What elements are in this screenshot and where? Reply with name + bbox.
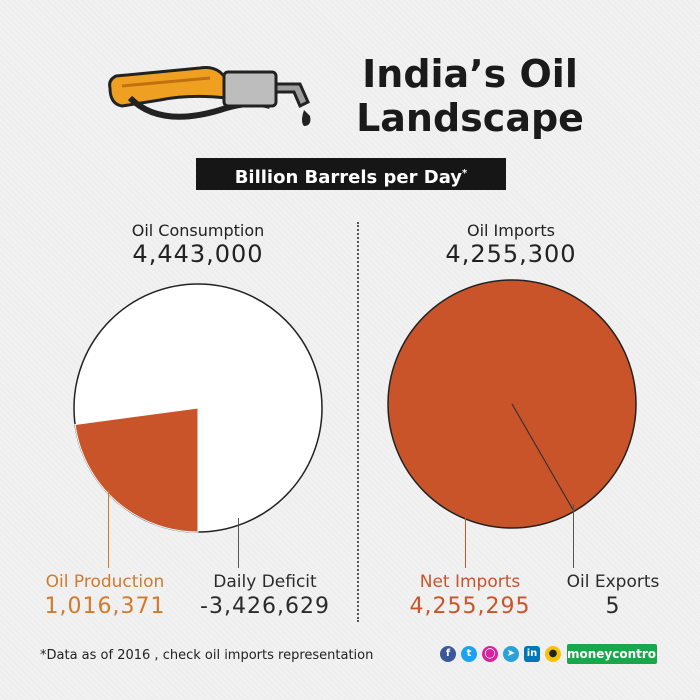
telegram-icon[interactable]: ➤ [503, 646, 519, 662]
subtitle-mark: * [462, 168, 468, 179]
exports-slice-edge [511, 403, 575, 512]
fuel-nozzle-icon [108, 66, 311, 126]
page-title: India’s Oil Landscape [330, 52, 610, 140]
moneycontrol-logo[interactable]: moneycontrol [567, 644, 660, 664]
deficit-value: -3,426,629 [200, 594, 330, 619]
title-line-1: India’s Oil [362, 52, 578, 96]
title-line-2: Landscape [356, 96, 584, 140]
linkedin-icon[interactable]: in [524, 646, 540, 662]
production-slice [74, 407, 199, 533]
subtitle: Billion Barrels per Day* [196, 158, 506, 190]
net-imports-leader-line [465, 518, 466, 568]
consumption-pie [73, 283, 323, 533]
instagram-icon[interactable]: ◯ [482, 646, 498, 662]
production-leader-line [108, 490, 109, 568]
subtitle-text: Billion Barrels per Day [234, 167, 463, 188]
chart-divider [357, 222, 359, 622]
snapchat-icon[interactable]: ● [545, 646, 561, 662]
footnote: *Data as of 2016 , check oil imports rep… [40, 648, 374, 663]
subtitle-banner [196, 158, 506, 190]
production-label: Oil Production [45, 572, 165, 592]
production-value: 1,016,371 [44, 594, 166, 619]
exports-leader-line [573, 504, 574, 568]
exports-value: 5 [605, 594, 621, 619]
exports-label: Oil Exports [566, 572, 660, 592]
deficit-leader-line [238, 518, 239, 568]
consumption-total: 4,443,000 [132, 240, 264, 268]
net-imports-label: Net Imports [419, 572, 521, 592]
imports-pie [387, 279, 637, 529]
net-imports-value: 4,255,295 [409, 594, 531, 619]
consumption-title: Oil Consumption [131, 221, 265, 240]
twitter-icon[interactable]: t [461, 646, 477, 662]
imports-title: Oil Imports [466, 221, 555, 240]
imports-total: 4,255,300 [445, 240, 577, 268]
facebook-icon[interactable]: f [440, 646, 456, 662]
deficit-label: Daily Deficit [213, 572, 317, 592]
